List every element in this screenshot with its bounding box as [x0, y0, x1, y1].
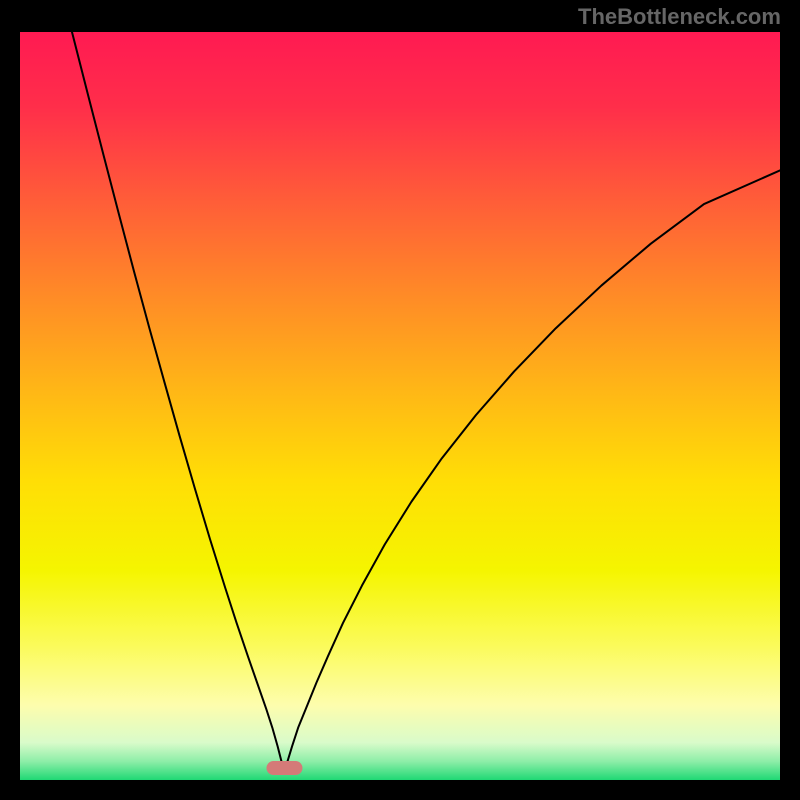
- chart-svg: [20, 32, 780, 780]
- gradient-background: [20, 32, 780, 780]
- plot-area: [20, 32, 780, 780]
- watermark-text: TheBottleneck.com: [578, 4, 781, 30]
- optimal-point-marker: [266, 761, 302, 775]
- outer-frame: TheBottleneck.com: [0, 0, 800, 800]
